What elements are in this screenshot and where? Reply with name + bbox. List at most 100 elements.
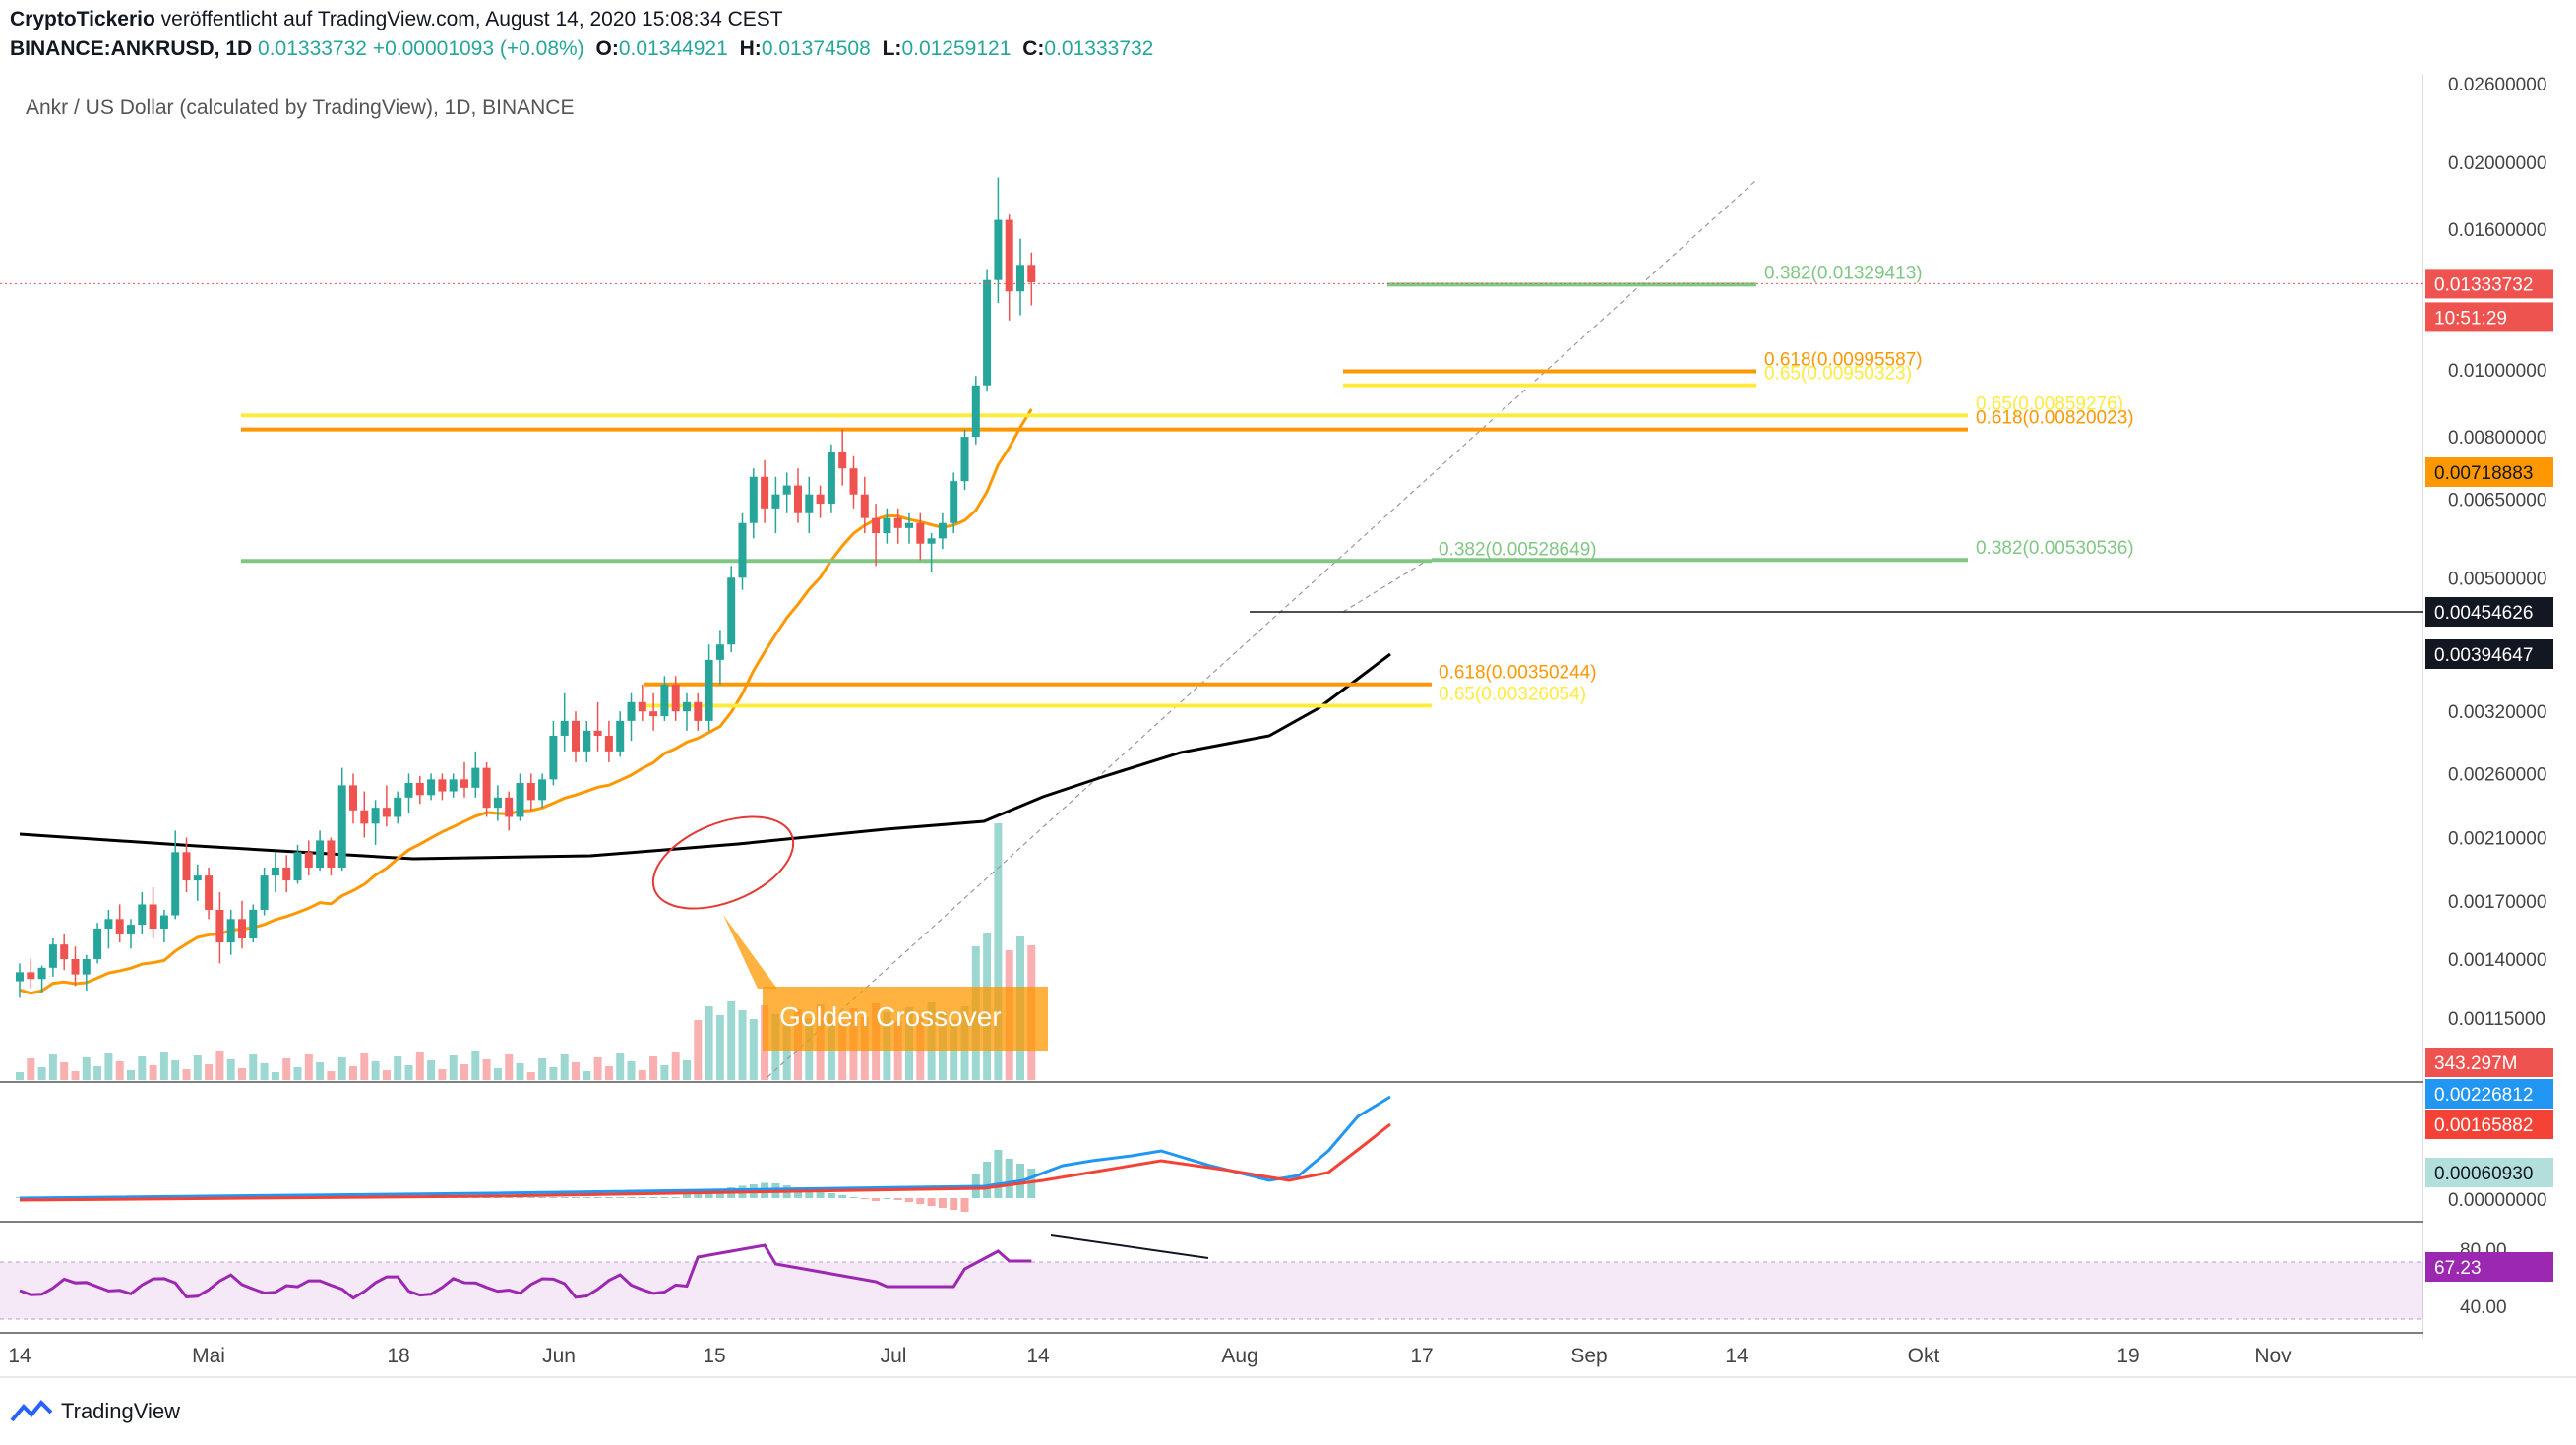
volume-bar [115,1061,124,1080]
candle-body [382,808,391,817]
candle-body [1027,265,1036,282]
price-chart[interactable]: Ankr / US Dollar (calculated by TradingV… [0,0,2576,1397]
volume-bar [371,1061,380,1080]
candle-body [526,782,535,801]
candle-body [950,481,958,523]
macd-histogram-bar [838,1195,847,1198]
macd-histogram-bar [616,1197,625,1198]
candle-body [71,959,80,975]
candle-body [1005,219,1013,292]
macd-histogram-bar [893,1198,902,1200]
candle-body [749,476,758,523]
volume-bar [304,1054,313,1080]
publish-header: CryptoTickerio veröffentlicht auf Tradin… [10,8,783,31]
candle-body [394,797,402,817]
candle-body [505,797,514,817]
trend-line-2 [1342,560,1428,613]
time-tick-label: Mai [192,1345,225,1367]
ma50-badge-bg [2425,457,2553,487]
price-tick-label: 0.00115000 [2448,1009,2545,1030]
price-tick-label: 0.00800000 [2448,428,2546,449]
candle-body [438,779,447,792]
volume-bar [638,1070,646,1080]
candle-body [572,720,580,752]
candle-body [715,644,724,660]
tradingview-logo-icon[interactable] [10,1397,53,1426]
fib-level-label: 0.382(0.00528649) [1439,539,1597,560]
volume-bar [360,1053,369,1080]
volume-bar [449,1055,458,1080]
candle-body [860,494,869,518]
volume-bar [82,1057,91,1080]
macd-histogram-bar [705,1190,713,1198]
candle-body [671,684,680,712]
price-tick-label: 0.00650000 [2448,490,2546,511]
candle-body [683,701,691,712]
open-label: O: [595,37,619,60]
time-tick-label: 17 [1410,1345,1433,1367]
macd-histogram-bar [860,1198,869,1199]
candle-body [104,919,113,929]
price-tick-label: 0.02600000 [2448,75,2546,95]
candle-body [37,967,46,980]
macd-line [19,1095,1391,1200]
volume-bar [327,1071,336,1080]
price-tick-label: 0.00260000 [2448,764,2546,785]
candle-body [327,840,336,868]
candle-body [538,779,547,801]
volume-bar [538,1058,547,1080]
volume-bar [205,1064,214,1080]
volume-bar [460,1064,468,1080]
candle-body [816,494,825,505]
candle-body [660,684,669,716]
time-tick-label: 18 [387,1345,409,1367]
candle-body [337,785,346,868]
candle-body [16,972,24,982]
candle-body [193,875,202,881]
candle-body [971,385,980,438]
price-tick-label: 0.01000000 [2448,361,2546,382]
last-price-badge: 0.01333732 [2434,274,2533,295]
volume-bar [694,1020,703,1080]
symbol-name: BINANCE:ANKRUSD, 1D [10,37,253,60]
brand-name[interactable]: TradingView [61,1399,181,1423]
candle-body [415,782,424,796]
candle-body [827,452,835,505]
candle-body [838,452,847,469]
price-tick-label: 0.02000000 [2448,153,2546,174]
rsi-band [0,1262,2423,1319]
candle-body [849,468,858,495]
price-tick-label: 0.00170000 [2448,892,2546,913]
candle-body [960,437,969,482]
candle-body [872,517,881,534]
candle-body [226,919,235,943]
candle-body [1016,265,1024,292]
time-tick-label: 14 [1725,1345,1748,1367]
rsi-divergence-line [1050,1234,1209,1259]
volume-bar [715,1015,724,1080]
candle-body [638,701,646,712]
candle-body [994,219,1003,280]
rsi-line [19,1243,1032,1300]
volume-bar [282,1058,291,1080]
candle-body [516,782,524,817]
volume-bar [471,1051,480,1080]
macd-hist-badge-bg [2425,1158,2553,1187]
macd-histogram-bar [816,1191,825,1198]
fib-level-label: 0.618(0.00350244) [1439,663,1597,684]
fib-level-label: 0.382(0.01329413) [1764,263,1923,283]
candle-body [149,904,157,929]
time-tick-label: Okt [1908,1345,1940,1367]
author-name[interactable]: CryptoTickerio [10,8,155,30]
macd-histogram-bar [627,1197,636,1198]
countdown-badge-bg [2425,302,2553,332]
close-value: 0.01333732 [1044,37,1154,60]
macd-histogram-bar [604,1197,613,1198]
volume-bar [616,1053,625,1080]
fib-level-label: 0.65(0.00326054) [1439,684,1586,704]
volume-bar [193,1055,202,1080]
candle-body [460,779,468,788]
crossover-ellipse [651,815,795,910]
candle-body [215,909,224,943]
last-price: 0.01333732 [258,37,367,60]
